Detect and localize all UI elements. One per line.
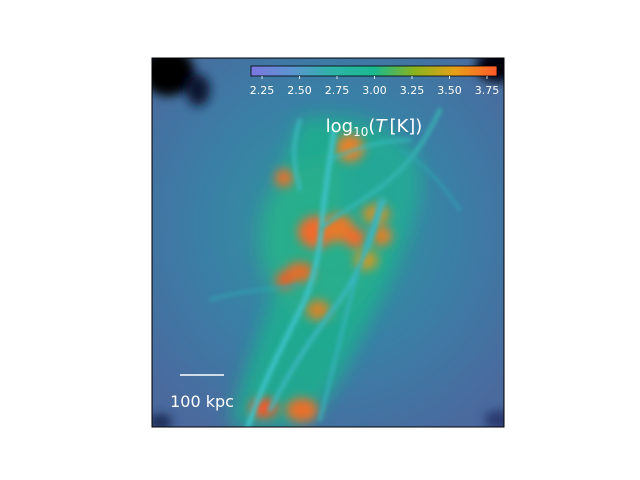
colorbar-tick-label: 2.25 [250, 84, 275, 97]
colorbar-title-sub: 10 [353, 125, 368, 139]
colorbar-tick-label: 3.00 [362, 84, 387, 97]
colorbar-tick-label: 2.50 [287, 84, 312, 97]
colorbar-title-open: ( [368, 116, 375, 137]
filaments [209, 108, 461, 427]
colorbar-title-var: T [375, 116, 388, 137]
colorbar-title-unit: [K] [389, 116, 415, 137]
colorbar-title: log10(T [K]) [326, 116, 423, 139]
scale-bar-label: 100 kpc [170, 392, 234, 411]
temperature-map [152, 58, 504, 427]
scale-bar: 100 kpc [170, 374, 234, 411]
panel-frame [151, 57, 505, 428]
dark-voids [152, 58, 504, 427]
colorbar-title-close: ) [415, 116, 422, 137]
colorbar-tick-label: 2.75 [325, 84, 350, 97]
colorbar-tick-label: 3.75 [475, 84, 500, 97]
colorbar-gradient [250, 65, 498, 77]
colorbar-title-base: log [326, 116, 353, 137]
colorbar-tick-label: 3.50 [437, 84, 462, 97]
colorbar-tick-label: 3.25 [400, 84, 425, 97]
colorbar-ticks: 2.25 2.50 2.75 3.00 3.25 3.50 3.75 [250, 76, 500, 97]
colorbar: 2.25 2.50 2.75 3.00 3.25 3.50 3.75 log10(T [K]) [250, 65, 500, 139]
